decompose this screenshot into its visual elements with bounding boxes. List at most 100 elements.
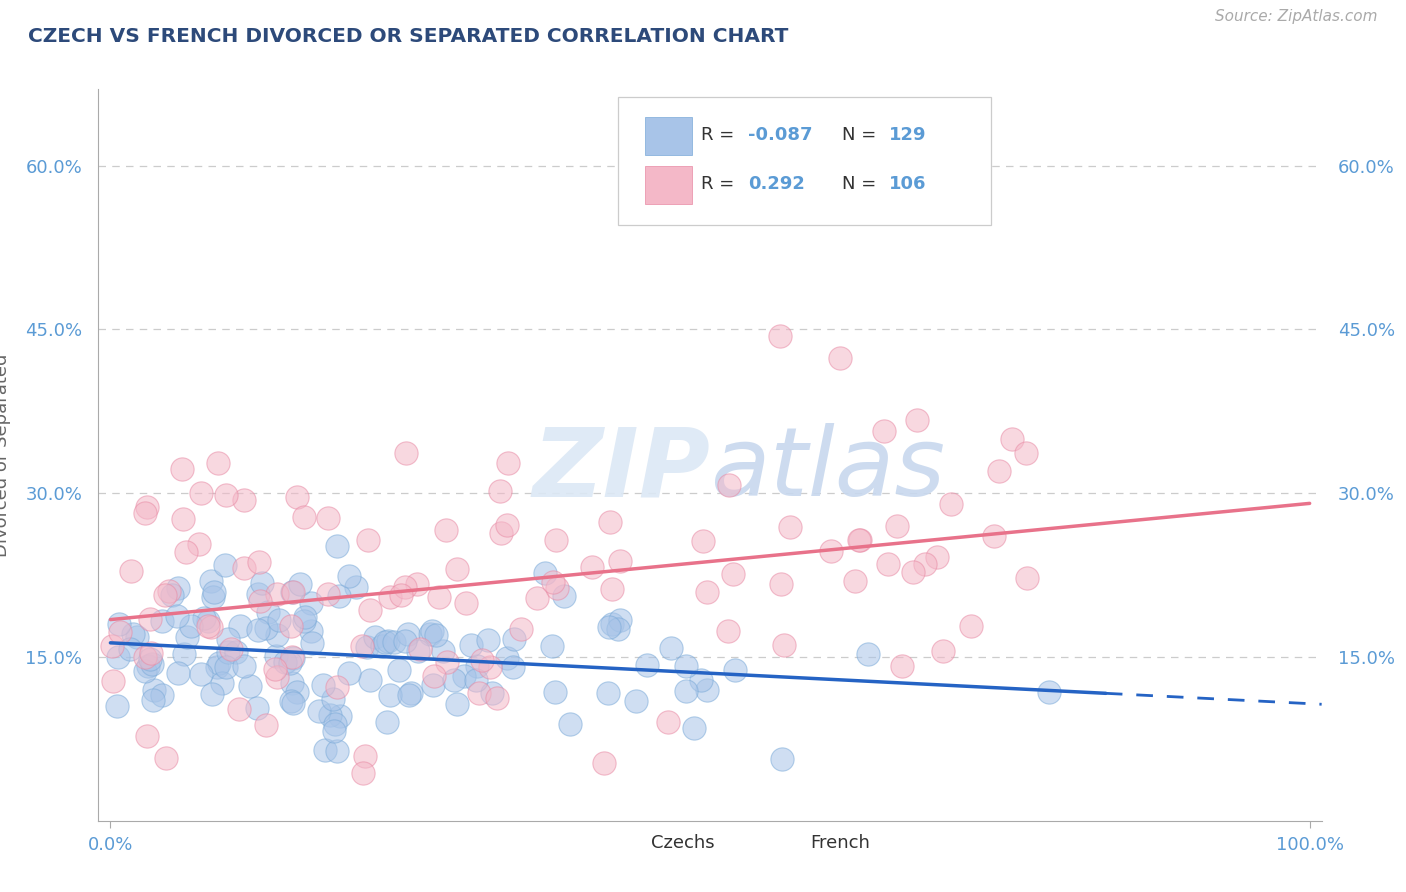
- Point: [180, 618, 202, 632]
- Point: [207, 659, 229, 673]
- Point: [246, 623, 269, 637]
- Point: [200, 574, 222, 588]
- Point: [176, 545, 198, 559]
- Point: [890, 658, 912, 673]
- Point: [352, 766, 374, 780]
- Point: [142, 693, 165, 707]
- Point: [190, 486, 212, 500]
- Point: [682, 721, 704, 735]
- Point: [167, 666, 190, 681]
- Point: [292, 510, 315, 524]
- Point: [465, 659, 488, 673]
- Point: [281, 675, 304, 690]
- Point: [274, 655, 297, 669]
- Point: [337, 666, 360, 681]
- Point: [374, 634, 396, 648]
- Bar: [772, 830, 801, 857]
- Point: [325, 680, 347, 694]
- Point: [337, 569, 360, 583]
- Point: [359, 673, 381, 687]
- Point: [471, 652, 494, 666]
- Point: [141, 646, 163, 660]
- Point: [136, 500, 159, 515]
- Point: [378, 688, 401, 702]
- Point: [983, 529, 1005, 543]
- Point: [987, 464, 1010, 478]
- Point: [329, 708, 352, 723]
- Point: [598, 686, 620, 700]
- Point: [526, 591, 548, 605]
- Bar: [645, 166, 692, 204]
- Point: [254, 718, 277, 732]
- Point: [197, 619, 219, 633]
- Point: [364, 631, 387, 645]
- Point: [600, 582, 623, 596]
- Point: [246, 587, 269, 601]
- Point: [1001, 433, 1024, 447]
- Point: [246, 701, 269, 715]
- Point: [200, 619, 222, 633]
- Point: [446, 697, 468, 711]
- Point: [592, 756, 614, 770]
- Point: [325, 744, 347, 758]
- Point: [280, 694, 302, 708]
- Point: [540, 639, 562, 653]
- Point: [717, 624, 740, 639]
- Text: N =: N =: [842, 176, 882, 194]
- Point: [249, 555, 271, 569]
- FancyBboxPatch shape: [619, 96, 991, 225]
- Point: [214, 558, 236, 572]
- Point: [931, 644, 953, 658]
- Point: [769, 577, 792, 591]
- Point: [581, 560, 603, 574]
- Point: [150, 614, 173, 628]
- Point: [600, 616, 623, 631]
- Point: [281, 696, 304, 710]
- Point: [927, 550, 949, 565]
- Point: [503, 632, 526, 646]
- Point: [371, 640, 394, 654]
- Point: [460, 638, 482, 652]
- Text: ZIP: ZIP: [531, 423, 710, 516]
- Point: [160, 588, 183, 602]
- Point: [468, 686, 491, 700]
- Point: [721, 567, 744, 582]
- Point: [533, 566, 555, 580]
- Point: [201, 687, 224, 701]
- Point: [100, 639, 122, 653]
- Point: [232, 493, 254, 508]
- Point: [396, 627, 419, 641]
- Point: [155, 751, 177, 765]
- Point: [350, 639, 373, 653]
- Point: [496, 517, 519, 532]
- Point: [773, 639, 796, 653]
- Point: [489, 483, 512, 498]
- Point: [280, 619, 302, 633]
- Point: [941, 497, 963, 511]
- Point: [173, 648, 195, 662]
- Point: [285, 685, 308, 699]
- Point: [546, 581, 568, 595]
- Point: [316, 587, 339, 601]
- Bar: [612, 830, 643, 857]
- Point: [225, 645, 247, 659]
- Point: [150, 688, 173, 702]
- Point: [477, 633, 499, 648]
- Point: [659, 640, 682, 655]
- Point: [354, 748, 377, 763]
- Point: [193, 610, 215, 624]
- Point: [269, 613, 291, 627]
- Text: French: French: [810, 834, 870, 853]
- Text: R =: R =: [702, 127, 741, 145]
- Point: [848, 533, 870, 547]
- Point: [136, 658, 159, 673]
- Point: [359, 603, 381, 617]
- Point: [215, 660, 238, 674]
- Point: [166, 609, 188, 624]
- Point: [266, 669, 288, 683]
- Point: [675, 684, 697, 698]
- Point: [233, 561, 256, 575]
- Point: [134, 507, 156, 521]
- Point: [120, 564, 142, 578]
- Bar: [645, 117, 692, 155]
